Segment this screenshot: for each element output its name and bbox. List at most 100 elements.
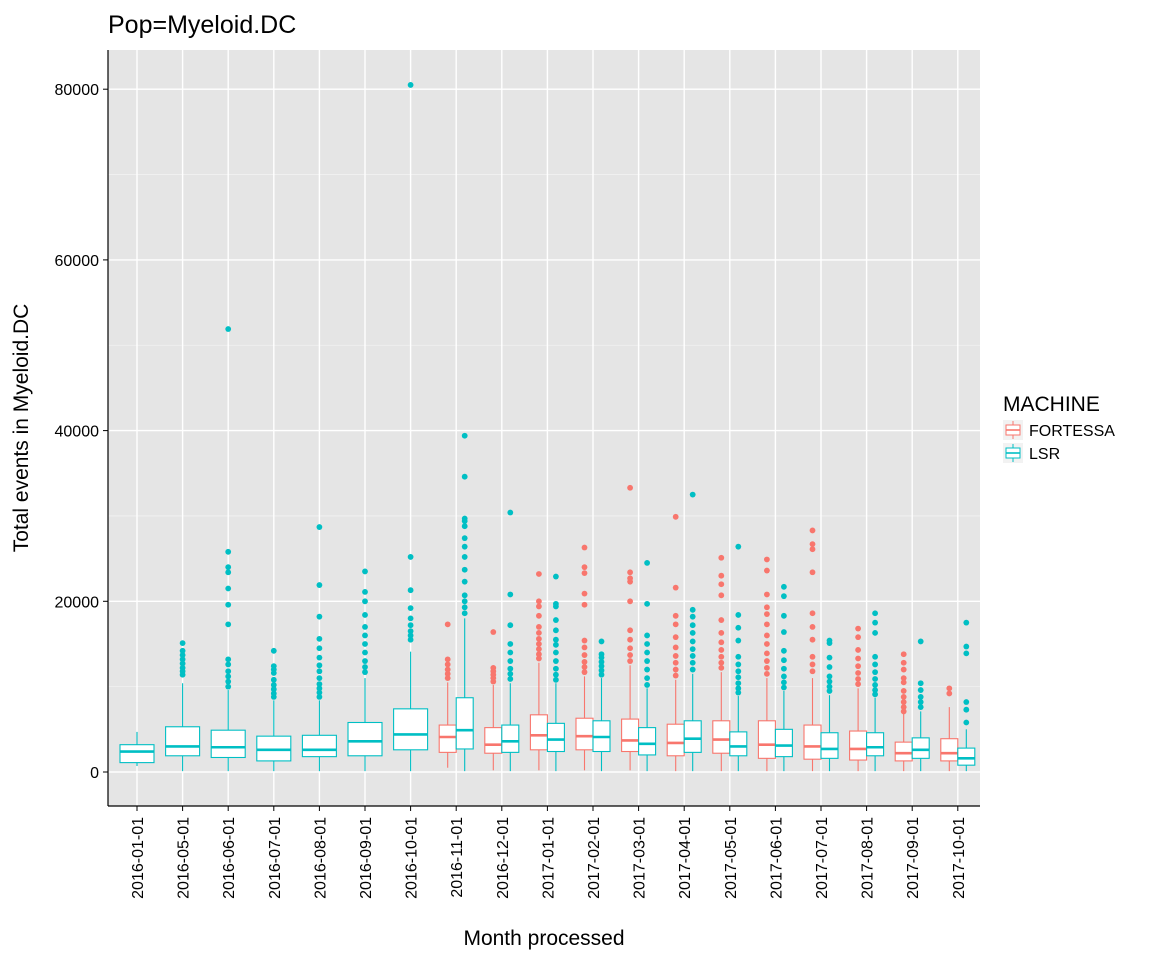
outlier-point	[917, 638, 924, 645]
plot-panel	[108, 50, 980, 806]
box-lsr-2017-07-01	[820, 637, 839, 772]
outlier-point	[407, 628, 414, 635]
y-tick-label: 60000	[55, 253, 100, 270]
outlier-point	[553, 671, 559, 678]
outlier-point	[872, 629, 878, 636]
box-lsr-2017-08-01	[866, 610, 885, 772]
outlier-point	[764, 658, 770, 664]
outlier-point	[781, 657, 787, 664]
box-lsr-2017-10-01	[957, 619, 976, 772]
outlier-point	[689, 646, 696, 652]
outlier-point	[900, 675, 907, 682]
outlier-point	[872, 687, 878, 693]
outlier-point	[672, 584, 679, 591]
outlier-point	[270, 682, 277, 688]
outlier-point	[627, 645, 633, 652]
box-iqr	[803, 724, 822, 760]
outlier-point	[179, 656, 186, 663]
outlier-point	[735, 661, 742, 668]
outlier-point	[963, 650, 970, 657]
box-lsr-2017-01-01	[546, 573, 565, 772]
outlier-point	[718, 664, 725, 671]
outlier-point	[179, 647, 186, 654]
outlier-point	[781, 673, 787, 680]
outlier-point	[581, 564, 588, 571]
outlier-point	[536, 655, 542, 662]
box-fortessa-2017-03-01	[621, 484, 640, 771]
outlier-point	[362, 641, 368, 647]
outlier-point	[179, 640, 186, 647]
y-tick-label: 0	[90, 765, 99, 782]
outlier-point	[644, 675, 650, 682]
outlier-point	[689, 622, 696, 629]
outlier-point	[461, 543, 468, 550]
box-lsr-2017-06-01	[774, 583, 793, 772]
outlier-point	[316, 693, 323, 700]
box-iqr	[712, 720, 731, 754]
outlier-point	[362, 624, 368, 630]
outlier-point	[362, 658, 368, 664]
outlier-point	[764, 650, 770, 657]
box-iqr	[455, 697, 474, 750]
outlier-point	[627, 598, 633, 605]
outlier-point	[225, 661, 232, 668]
outlier-point	[735, 680, 742, 687]
box-lsr-2016-09-01	[347, 568, 383, 772]
outlier-point	[225, 678, 232, 685]
outlier-point	[644, 649, 650, 656]
outlier-point	[407, 82, 414, 88]
outlier-point	[900, 693, 907, 700]
outlier-point	[627, 569, 633, 576]
x-tick-label: 2016-11-01	[449, 817, 466, 898]
outlier-point	[407, 615, 414, 622]
outlier-point	[490, 629, 497, 635]
outlier-point	[900, 688, 907, 694]
outlier-point	[270, 676, 277, 683]
outlier-point	[735, 637, 742, 644]
outlier-point	[735, 624, 742, 631]
outlier-point	[225, 673, 232, 680]
outlier-point	[581, 544, 588, 551]
outlier-point	[507, 658, 514, 664]
x-tick-label: 2017-07-01	[814, 817, 831, 899]
outlier-point	[461, 578, 468, 585]
outlier-point	[809, 624, 816, 630]
outlier-point	[316, 613, 323, 620]
outlier-point	[826, 678, 833, 685]
outlier-point	[872, 682, 878, 688]
outlier-point	[764, 664, 770, 671]
outlier-point	[362, 632, 368, 639]
outlier-point	[598, 671, 605, 678]
box-iqr	[683, 720, 702, 753]
outlier-point	[764, 641, 770, 647]
outlier-point	[872, 676, 878, 682]
outlier-point	[461, 604, 468, 611]
outlier-point	[536, 571, 542, 577]
outlier-point	[627, 658, 633, 664]
box-iqr	[165, 726, 201, 757]
outlier-point	[855, 655, 861, 662]
outlier-point	[553, 649, 559, 656]
outlier-point	[598, 658, 605, 665]
outlier-point	[718, 592, 725, 599]
outlier-point	[826, 664, 833, 670]
outlier-point	[627, 575, 633, 582]
box-iqr	[119, 744, 155, 764]
outlier-point	[809, 668, 816, 675]
outlier-point	[946, 690, 953, 697]
outlier-point	[581, 669, 588, 676]
box-fortessa-2017-08-01	[849, 625, 868, 772]
outlier-point	[781, 629, 787, 635]
outlier-point	[461, 610, 468, 617]
x-tick-label: 2017-08-01	[860, 817, 877, 899]
outlier-point	[718, 647, 725, 653]
outlier-point	[963, 706, 970, 713]
outlier-point	[536, 641, 542, 647]
legend-key-fortessa	[1003, 420, 1023, 440]
outlier-point	[855, 676, 861, 682]
outlier-point	[536, 651, 542, 658]
x-tick-label: 2016-10-01	[404, 817, 421, 899]
x-tick-label: 2017-09-01	[905, 817, 922, 899]
box-iqr	[849, 730, 868, 761]
x-tick-label: 2016-08-01	[312, 817, 329, 899]
